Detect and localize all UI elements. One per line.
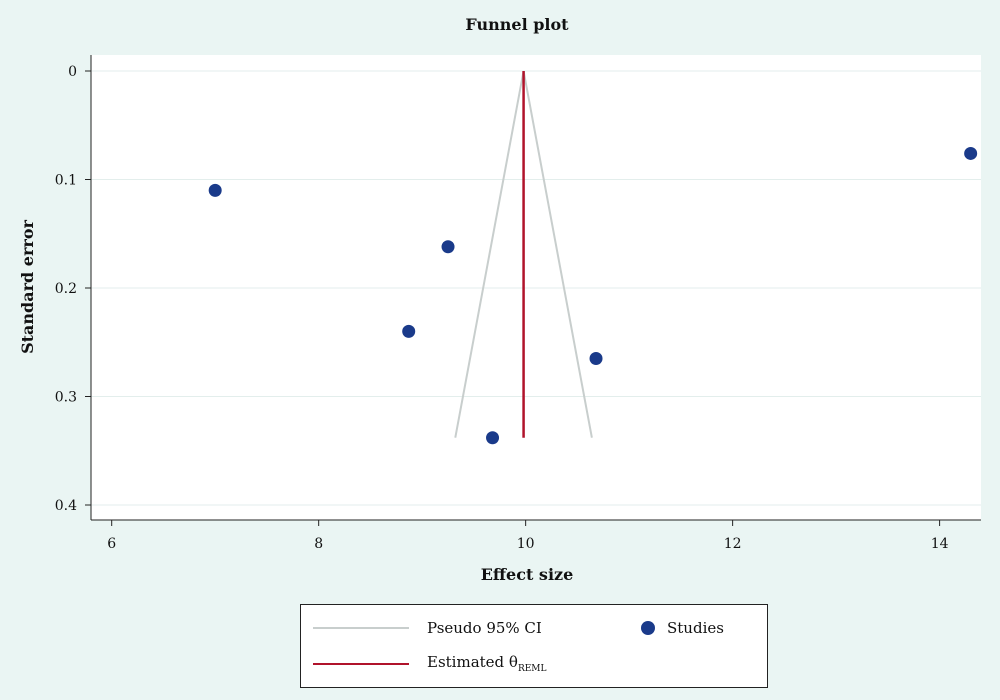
legend-item-ci: Pseudo 95% CI — [313, 619, 542, 637]
legend-studies-marker — [641, 621, 655, 635]
x-tick-label: 10 — [517, 536, 535, 552]
x-axis-ticks: 6 8 10 12 14 — [107, 520, 949, 552]
study-point — [208, 183, 222, 197]
y-tick-label: 0 — [68, 64, 77, 80]
legend-item-estimate: Estimated θREML — [313, 653, 547, 674]
x-tick-label: 12 — [724, 536, 742, 552]
y-tick-label: 0.4 — [55, 498, 77, 514]
study-points — [208, 146, 978, 445]
legend-estimate-label: Estimated θREML — [427, 653, 547, 674]
study-point — [402, 324, 416, 338]
legend-studies-label: Studies — [667, 619, 724, 637]
y-tick-label: 0.1 — [55, 173, 77, 189]
legend-estimate-swatch — [313, 662, 409, 665]
legend-ci-label: Pseudo 95% CI — [427, 619, 542, 637]
x-tick-label: 14 — [931, 536, 949, 552]
study-point — [589, 352, 603, 366]
study-point — [441, 240, 455, 254]
y-axis-label: Standard error — [18, 220, 37, 354]
chart-title: Funnel plot — [465, 15, 569, 34]
study-point — [964, 146, 978, 160]
x-tick-label: 8 — [314, 536, 323, 552]
y-tick-label: 0.3 — [55, 390, 77, 406]
x-axis-label: Effect size — [481, 565, 574, 584]
legend: Pseudo 95% CI Studies Estimated θREML — [300, 604, 768, 688]
y-axis-ticks: 0 0.1 0.2 0.3 0.4 — [55, 64, 91, 514]
study-point — [486, 431, 500, 445]
gridlines — [91, 70, 981, 506]
funnel-plot-chart: 0 0.1 0.2 0.3 0.4 6 8 10 12 14 Funnel plot Effec… — [18, 15, 981, 584]
legend-item-studies: Studies — [641, 619, 724, 637]
legend-ci-swatch — [313, 627, 409, 629]
x-tick-label: 6 — [107, 536, 116, 552]
y-tick-label: 0.2 — [55, 281, 77, 297]
